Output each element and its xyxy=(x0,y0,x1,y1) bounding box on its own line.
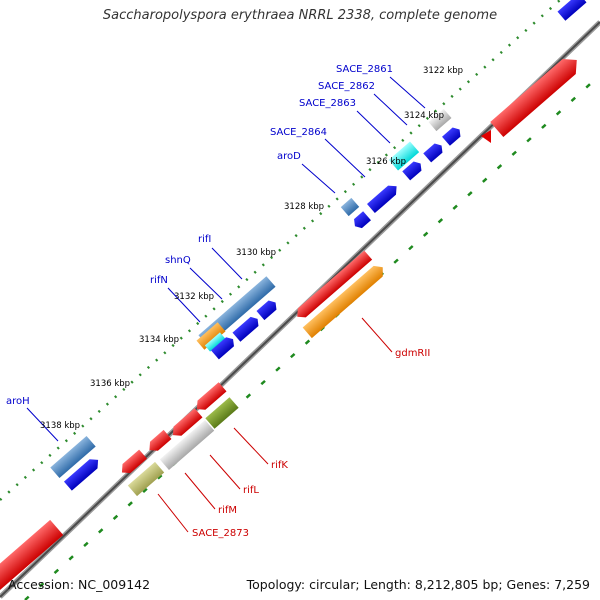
gene-feature[interactable] xyxy=(193,382,227,413)
position-tick-label: 3126 kbp xyxy=(366,157,406,167)
gene-leader-line xyxy=(389,76,426,109)
gene-leader-line xyxy=(373,93,408,126)
gene-feature[interactable] xyxy=(196,322,226,350)
gene-feature[interactable] xyxy=(428,108,452,132)
forward-gene-label: rifN xyxy=(150,275,168,286)
gene-leader-line xyxy=(184,472,216,510)
gene-feature[interactable] xyxy=(127,461,165,497)
accession-label: Accession: NC_009142 xyxy=(8,577,151,592)
forward-gene-label: SACE_2861 xyxy=(336,64,393,75)
reverse-gene-label: rifM xyxy=(218,505,237,516)
position-tick-label: 3134 kbp xyxy=(139,335,179,345)
gene-leader-line xyxy=(324,138,366,178)
gene-leader-line xyxy=(167,287,201,323)
reverse-gene-label: gdmRII xyxy=(395,348,430,359)
gene-feature[interactable] xyxy=(232,314,261,342)
gene-feature[interactable] xyxy=(388,141,420,171)
gene-feature[interactable] xyxy=(0,519,64,595)
reverse-gene-label: rifL xyxy=(243,485,259,496)
position-tick-label: 3130 kbp xyxy=(236,248,276,258)
position-tick-label: 3124 kbp xyxy=(404,111,444,121)
gene-leader-line xyxy=(233,427,269,465)
gene-leader-line xyxy=(211,247,243,280)
position-tick-label: 3122 kbp xyxy=(423,66,463,76)
reverse-gene-label: rifK xyxy=(271,460,288,471)
gene-leader-line xyxy=(209,454,241,490)
gene-feature[interactable] xyxy=(340,197,360,217)
gene-feature[interactable] xyxy=(169,408,203,439)
gene-feature[interactable] xyxy=(481,130,491,143)
gene-feature[interactable] xyxy=(442,125,463,146)
gene-feature[interactable] xyxy=(118,449,147,477)
forward-gene-label: aroH xyxy=(6,396,30,407)
gene-leader-line xyxy=(356,110,391,144)
reverse-gene-label: SACE_2873 xyxy=(192,528,249,539)
gene-feature[interactable] xyxy=(50,435,96,479)
gene-feature[interactable] xyxy=(557,0,587,21)
gene-feature[interactable] xyxy=(63,455,102,491)
position-tick-label: 3128 kbp xyxy=(284,202,324,212)
forward-gene-label: SACE_2863 xyxy=(299,98,356,109)
gene-feature[interactable] xyxy=(302,262,388,339)
topology-summary: Topology: circular; Length: 8,212,805 bp… xyxy=(246,577,590,592)
gene-features xyxy=(0,0,587,595)
gene-feature[interactable] xyxy=(402,159,424,181)
gene-leader-line xyxy=(189,267,223,300)
gene-feature[interactable] xyxy=(366,182,401,214)
gene-leader-line xyxy=(26,407,59,442)
gene-feature[interactable] xyxy=(205,397,239,429)
gene-feature[interactable] xyxy=(256,298,280,321)
gene-feature[interactable] xyxy=(351,211,371,231)
gene-feature[interactable] xyxy=(490,52,583,138)
position-tick-label: 3136 kbp xyxy=(90,379,130,389)
forward-gene-label: SACE_2862 xyxy=(318,81,375,92)
gene-feature[interactable] xyxy=(211,335,237,360)
forward-gene-label: rifI xyxy=(198,234,211,245)
forward-gene-label: aroD xyxy=(277,151,301,162)
position-tick-label: 3138 kbp xyxy=(40,421,80,431)
gene-feature[interactable] xyxy=(159,420,215,470)
gene-feature[interactable] xyxy=(293,250,373,322)
genome-title: Saccharopolyspora erythraea NRRL 2338, c… xyxy=(102,8,498,23)
gene-feature[interactable] xyxy=(204,332,226,352)
gene-leader-line xyxy=(157,493,189,533)
position-tick-label: 3132 kbp xyxy=(174,292,214,302)
forward-strand-dotted-ring xyxy=(0,0,561,501)
forward-gene-label: shnQ xyxy=(165,255,191,266)
gene-feature[interactable] xyxy=(423,141,445,163)
forward-gene-label: SACE_2864 xyxy=(270,127,327,138)
gene-leader-line xyxy=(301,163,336,194)
gene-leader-line xyxy=(361,317,393,353)
gene-feature[interactable] xyxy=(145,429,172,455)
